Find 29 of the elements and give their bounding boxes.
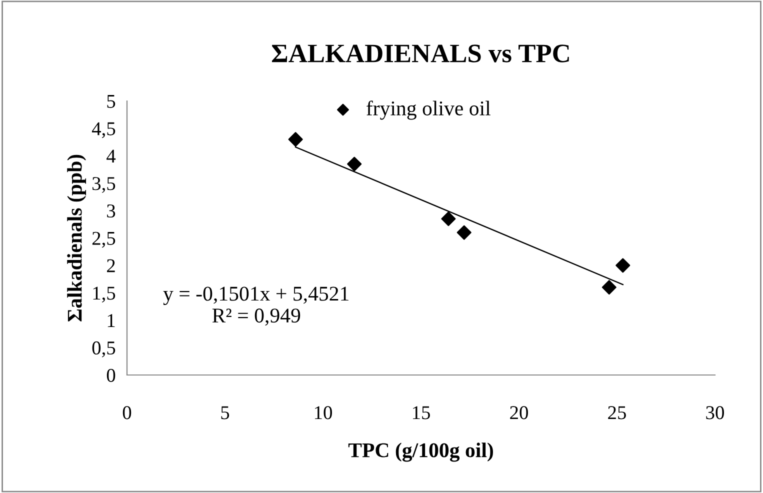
point — [602, 280, 616, 295]
y-tick-label: 5 — [107, 95, 116, 108]
legend-label: frying olive oil — [366, 100, 490, 120]
point — [347, 156, 362, 172]
annotation: y = -0,1501x + 5,4521 R² = 0,949 — [163, 286, 348, 326]
y-tick-label: 3 — [107, 204, 116, 218]
y-tick-label: 4,5 — [92, 122, 116, 138]
y-tick-label: 0,5 — [92, 341, 116, 358]
y-tick-label: 2,5 — [92, 232, 116, 248]
x-tick-label: 0 — [122, 406, 132, 420]
x-tick-label: 20 — [510, 406, 528, 420]
x-tick-label: 25 — [608, 406, 626, 420]
point — [441, 212, 456, 226]
x-tick-label: 10 — [314, 406, 332, 420]
x-tick-label: 30 — [706, 406, 724, 420]
point — [456, 225, 472, 240]
y-tick-label: 2 — [107, 259, 115, 272]
y-tick-label: 4 — [106, 150, 116, 163]
y-tick-label: 1,5 — [93, 286, 116, 303]
x-axis-title: TPC (g/100g oil) — [348, 442, 493, 462]
x-tick-label: 15 — [412, 406, 430, 420]
x-tick-label: 5 — [221, 406, 230, 420]
y-tick-label: 3,5 — [92, 177, 116, 193]
chart-title: ΣALKADIENALS vs TPC — [272, 44, 569, 62]
y-tick-label: 1 — [108, 314, 115, 327]
point — [288, 132, 303, 147]
point — [616, 258, 630, 273]
y-tick-label: 0 — [106, 368, 116, 382]
y-axis-title: Σalkadienals (ppb) — [67, 154, 86, 322]
